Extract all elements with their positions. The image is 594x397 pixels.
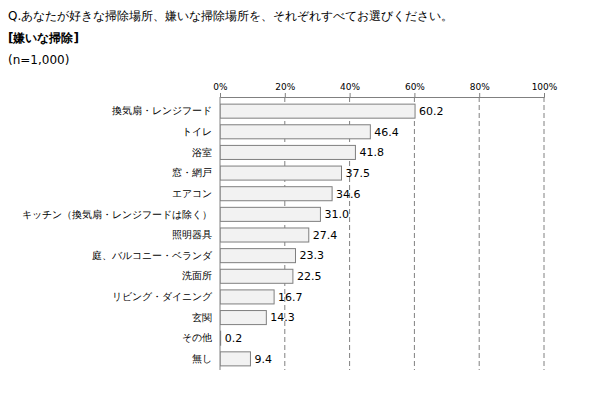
data-label: 14.3 (270, 311, 295, 324)
tick: 無し (192, 353, 212, 364)
bar (220, 352, 250, 366)
bar (220, 249, 295, 263)
y-axis: 換気扇・レンジフードトイレ浴室窓・網戸エアコンキッチン（換気扇・レンジフードは除… (22, 97, 220, 370)
tick-label: 40% (340, 82, 360, 92)
data-label: 34.6 (336, 188, 361, 201)
tick: 浴室 (192, 147, 212, 158)
bar (220, 187, 332, 201)
bar (220, 228, 309, 242)
tick: 40% (340, 82, 360, 97)
data-label: 41.8 (359, 146, 384, 159)
axis-line (221, 93, 545, 98)
tick: 玄関 (192, 312, 212, 323)
tick: 窓・網戸 (172, 167, 212, 178)
tick: 換気扇・レンジフード (112, 105, 212, 116)
data-label: 22.5 (297, 270, 322, 283)
data-label: 0.2 (225, 332, 243, 345)
data-label: 23.3 (299, 249, 324, 262)
tick: エアコン (172, 188, 212, 199)
tick-mark (479, 93, 480, 97)
annotation: (n=1,000) (8, 53, 69, 67)
tick: 80% (470, 82, 490, 97)
bar (220, 290, 274, 304)
tick: 20% (275, 82, 295, 97)
tick-label: その他 (182, 332, 212, 343)
title: Q.あなたが好きな掃除場所、嫌いな掃除場所を、それぞれすべてお選びください。 (8, 9, 453, 23)
tick-label: 庭、バルコニー・ベランダ (92, 250, 213, 261)
grid-line (414, 97, 415, 370)
tick-mark (220, 93, 221, 97)
tick: 洗面所 (182, 270, 212, 281)
tick: 0% (213, 82, 228, 97)
tick: キッチン（換気扇・レンジフードは除く） (22, 209, 212, 220)
grid-line (479, 97, 480, 370)
data-label: 60.2 (419, 105, 444, 118)
tick-label: 80% (470, 82, 490, 92)
bars (220, 104, 415, 366)
tick-label: 100% (532, 82, 558, 92)
chart: Q.あなたが好きな掃除場所、嫌いな掃除場所を、それぞれすべてお選びください。 [嫌… (0, 0, 594, 397)
tick-label: 無し (192, 353, 212, 364)
data-label: 16.7 (278, 291, 303, 304)
tick-label: エアコン (172, 188, 212, 199)
tick-mark (414, 93, 415, 97)
tick-mark (285, 93, 286, 97)
data-label: 9.4 (254, 353, 272, 366)
data-label: 27.4 (313, 229, 338, 242)
tick: 庭、バルコニー・ベランダ (92, 250, 213, 261)
subtitle: [嫌いな掃除] (8, 31, 79, 45)
bar (220, 104, 415, 118)
tick-label: 窓・網戸 (172, 167, 212, 178)
data-label: 37.5 (346, 167, 371, 180)
tick-label: トイレ (182, 126, 212, 137)
grid-line (544, 97, 545, 370)
tick: 照明器具 (172, 229, 212, 240)
tick-mark (544, 93, 545, 97)
tick: トイレ (182, 126, 212, 137)
tick-label: リビング・ダイニング (112, 291, 213, 302)
data-labels: 60.2 46.4 41.8 37.5 34.6 31.0 27.4 23.3 22.5 16.7… (225, 105, 444, 366)
tick: その他 (182, 332, 212, 343)
tick-label: 照明器具 (172, 229, 212, 240)
bar (220, 166, 342, 180)
tick: 60% (405, 82, 425, 97)
x-axis: 0% 20% 40% 60% 80% 100% (213, 82, 557, 98)
tick-label: 20% (275, 82, 295, 92)
tick-label: 換気扇・レンジフード (112, 105, 212, 116)
bar (220, 269, 293, 283)
data-label: 31.0 (324, 208, 349, 221)
data-label: 46.4 (374, 126, 399, 139)
tick-mark (350, 93, 351, 97)
tick-label: 0% (213, 82, 228, 92)
tick-label: 洗面所 (182, 270, 212, 281)
tick-label: キッチン（換気扇・レンジフードは除く） (22, 209, 212, 220)
bar (220, 207, 320, 221)
tick-label: 浴室 (192, 147, 212, 158)
tick-label: 玄関 (192, 312, 212, 323)
bar (220, 145, 355, 159)
tick-label: 60% (405, 82, 425, 92)
axis-line (220, 97, 221, 370)
tick: リビング・ダイニング (112, 291, 213, 302)
bar (220, 125, 370, 139)
tick: 100% (532, 82, 558, 97)
bar (220, 311, 266, 325)
